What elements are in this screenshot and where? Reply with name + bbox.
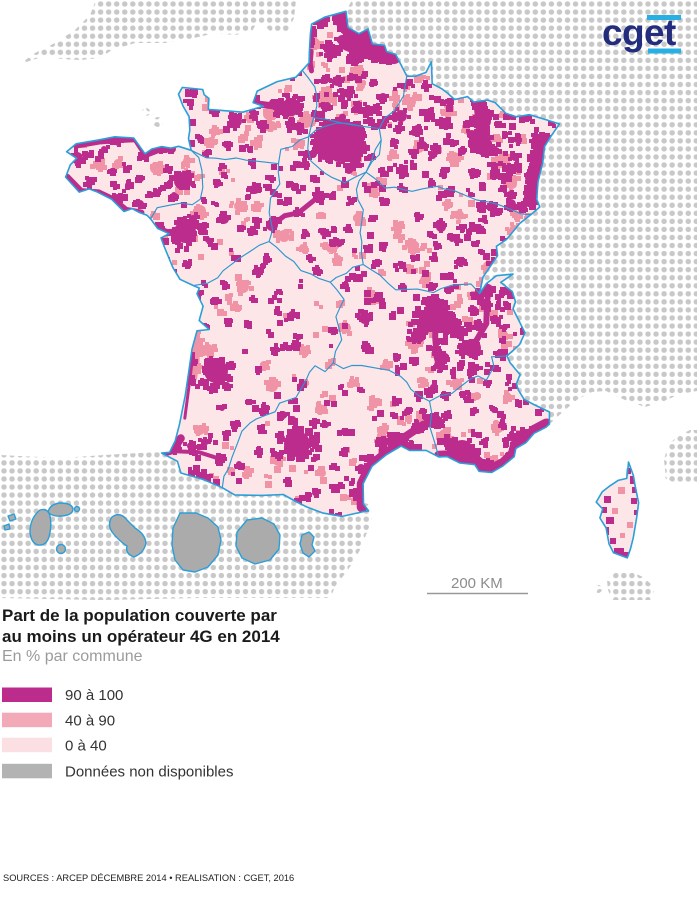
svg-text:40 à 90: 40 à 90 (65, 713, 115, 730)
svg-text:En % par commune: En % par commune (2, 648, 143, 665)
svg-text:SOURCES : ARCEP DÉCEMBRE 2014: SOURCES : ARCEP DÉCEMBRE 2014 • REALISAT… (3, 873, 294, 883)
svg-text:200 KM: 200 KM (451, 575, 503, 592)
svg-text:au moins un opérateur 4G en 20: au moins un opérateur 4G en 2014 (2, 627, 280, 646)
svg-text:90 à 100: 90 à 100 (65, 687, 123, 704)
svg-text:0 à 40: 0 à 40 (65, 738, 107, 755)
svg-text:Données non disponibles: Données non disponibles (65, 764, 233, 781)
svg-text:Part de la population couverte: Part de la population couverte par (2, 606, 277, 625)
